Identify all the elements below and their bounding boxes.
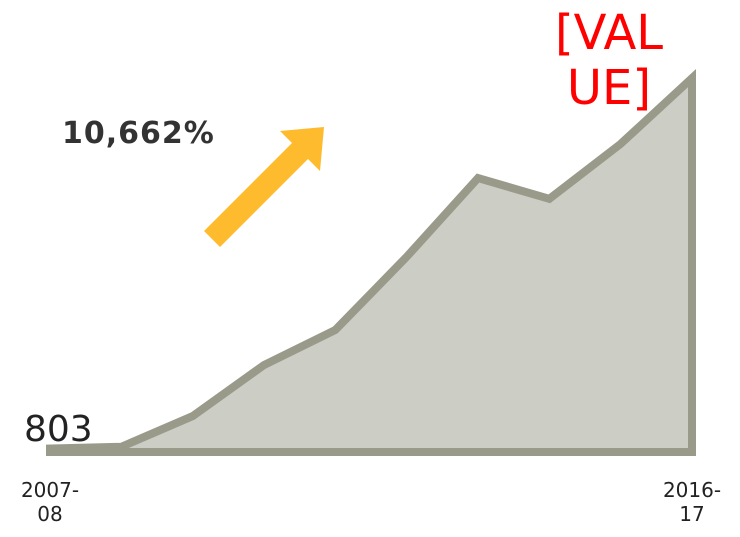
- arrow: [204, 127, 324, 247]
- first-value-label: 803: [24, 409, 93, 450]
- last-value-label: [VALUE]: [554, 5, 664, 117]
- x-tick-label: 2007-08: [20, 478, 80, 526]
- area: [46, 68, 696, 456]
- annotation: 10,662%: [62, 116, 215, 151]
- x-tick-label: 2016-17: [662, 478, 722, 526]
